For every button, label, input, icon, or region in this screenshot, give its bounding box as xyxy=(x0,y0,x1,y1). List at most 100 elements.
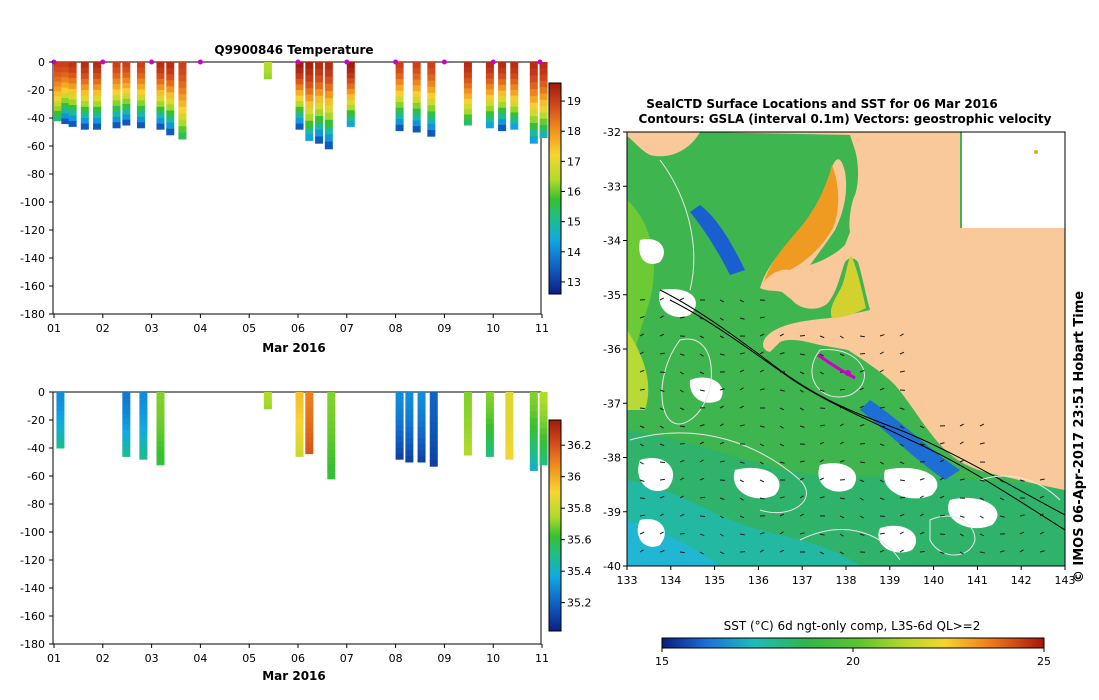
profile-cell xyxy=(412,108,421,115)
velocity-vector xyxy=(699,353,704,357)
profile-cell xyxy=(498,79,507,86)
profile-cell xyxy=(417,397,426,405)
lat-tick-label: -32 xyxy=(603,126,621,139)
profile-cell xyxy=(156,440,165,448)
profile-cell xyxy=(315,75,324,83)
velocity-vector xyxy=(679,551,685,554)
sst-colorbar-tick-label: 20 xyxy=(846,655,860,668)
profile-cell xyxy=(305,101,314,109)
profile-column xyxy=(156,392,165,466)
profile-cell xyxy=(263,397,272,400)
profile-cell xyxy=(529,116,538,124)
profile-cell xyxy=(139,425,148,432)
gulf-st-vincent-warm xyxy=(830,255,866,318)
profile-cell xyxy=(122,434,131,441)
velocity-vector xyxy=(1039,550,1045,553)
profile-cell xyxy=(539,452,548,460)
velocity-vector xyxy=(659,531,664,535)
profile-cell xyxy=(112,111,121,118)
profile-cell xyxy=(485,392,494,398)
profile-cell xyxy=(295,397,304,404)
profile-cell xyxy=(305,412,314,419)
profile-cell xyxy=(429,422,438,430)
profile-cell xyxy=(93,123,102,130)
temperature-title: Q9900846 Temperature xyxy=(214,43,373,57)
profile-cell xyxy=(263,396,272,399)
profile-cell xyxy=(315,116,324,124)
y-tick-label: -140 xyxy=(20,582,45,595)
velocity-vector xyxy=(739,387,744,391)
profile-cell xyxy=(498,102,507,109)
velocity-vector xyxy=(739,405,745,409)
velocity-vector xyxy=(979,497,985,501)
velocity-vector xyxy=(759,549,764,553)
profile-cell xyxy=(122,109,131,115)
profile-cell xyxy=(305,133,314,141)
sst-colorbar-label: SST (°C) 6d ngt-only comp, L3S-6d QL>=2 xyxy=(724,619,981,633)
profile-cell xyxy=(427,92,436,100)
profile-column xyxy=(139,392,148,460)
profile-cell xyxy=(156,106,165,113)
profile-cell xyxy=(68,99,77,106)
gsla-contour xyxy=(659,159,695,291)
velocity-vector xyxy=(779,389,785,392)
profile-cell xyxy=(395,73,404,80)
profile-cell xyxy=(529,89,538,97)
sst-colorbar-tick-label: 15 xyxy=(655,655,669,668)
profile-column xyxy=(315,62,324,144)
velocity-vector xyxy=(759,443,765,447)
velocity-vector xyxy=(959,423,965,427)
profile-cell xyxy=(529,411,538,419)
profile-cell xyxy=(156,101,165,108)
map-latitude-axis: -32 -33 -34 -35 -36 -37 -38 -39 -40 xyxy=(603,126,627,573)
profile-cell xyxy=(166,128,175,136)
profile-cell xyxy=(263,401,272,404)
profile-cell xyxy=(122,408,131,414)
profile-cell xyxy=(395,90,404,97)
profile-cell xyxy=(166,98,175,105)
profile-cell xyxy=(463,114,472,121)
profile-cell xyxy=(305,68,314,76)
x-tick-label: 10 xyxy=(486,652,500,665)
profile-cell xyxy=(324,112,333,121)
profile-cell xyxy=(54,71,62,78)
velocity-vector xyxy=(1039,531,1045,535)
profile-cell xyxy=(324,134,333,143)
cloud-gap xyxy=(948,497,998,529)
velocity-vector xyxy=(959,478,965,481)
profile-cell xyxy=(263,71,272,74)
lat-tick-label: -38 xyxy=(603,452,621,465)
velocity-vector xyxy=(679,495,684,499)
profile-column xyxy=(61,62,70,125)
profile-cell xyxy=(346,94,355,101)
lon-tick-label: 139 xyxy=(879,574,900,587)
profile-cell xyxy=(305,94,314,102)
x-tick-label: 06 xyxy=(291,652,305,665)
profile-cell xyxy=(80,78,89,85)
profile-cell xyxy=(505,442,514,449)
profile-cell xyxy=(56,429,65,435)
profile-cell xyxy=(166,92,175,99)
profile-cell xyxy=(178,81,187,89)
profile-cell xyxy=(178,132,187,140)
velocity-vector xyxy=(1039,495,1045,499)
profile-marker xyxy=(149,59,155,65)
x-tick-label: 09 xyxy=(437,652,451,665)
profile-cell xyxy=(139,448,148,455)
sst-colorbar-ticks: 15 20 25 xyxy=(655,648,1051,668)
profile-cell xyxy=(156,434,165,442)
velocity-vector xyxy=(859,335,865,338)
gsla-contour xyxy=(979,475,1061,501)
profile-cell xyxy=(485,408,494,414)
velocity-vector xyxy=(779,531,784,535)
profile-cell xyxy=(136,78,145,85)
velocity-vector xyxy=(719,353,725,356)
velocity-vector xyxy=(739,515,745,519)
profile-cell xyxy=(263,62,272,64)
profile-cell xyxy=(122,104,131,110)
profile-cell xyxy=(417,438,426,445)
lon-tick-label: 135 xyxy=(704,574,725,587)
profile-cell xyxy=(156,73,165,80)
profile-cell xyxy=(56,401,65,407)
profile-cell xyxy=(539,118,548,126)
